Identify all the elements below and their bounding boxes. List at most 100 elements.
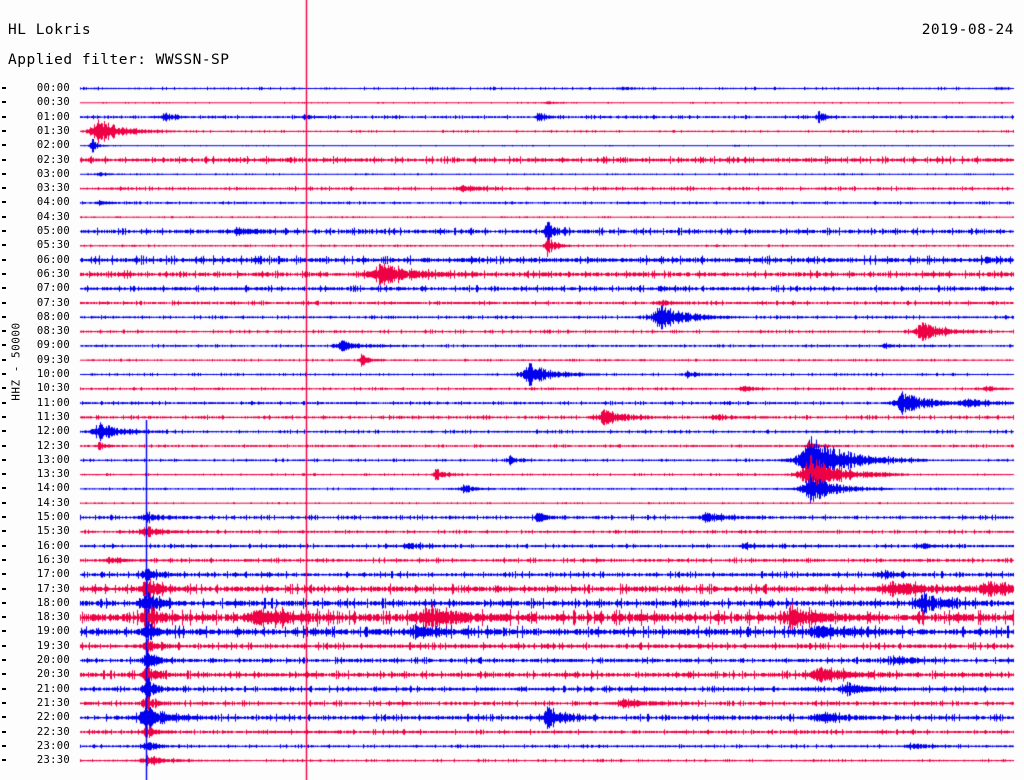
time-axis-label: 13:00	[36, 453, 70, 466]
time-axis-tick	[2, 358, 6, 361]
time-axis-tick	[2, 530, 6, 533]
time-axis-label: 10:30	[36, 382, 70, 395]
time-axis-tick	[2, 230, 6, 232]
time-axis-tick	[2, 730, 6, 733]
time-axis-label: 07:00	[36, 282, 70, 295]
time-axis-tick	[2, 415, 6, 418]
time-axis-tick	[2, 115, 6, 118]
time-axis-tick	[2, 87, 6, 89]
time-axis-tick	[2, 644, 6, 647]
time-axis-label: 03:30	[36, 182, 70, 195]
time-axis: 00:00 00:30 01:00 01:30 02:00 02:30 03:00 03:30…	[0, 0, 78, 780]
time-axis-tick	[2, 630, 6, 633]
time-axis-tick	[2, 387, 6, 390]
time-axis-tick	[2, 244, 6, 247]
time-axis-label: 23:30	[36, 754, 70, 767]
time-axis-label: 00:30	[36, 96, 70, 109]
time-axis-label: 05:00	[36, 225, 70, 237]
time-axis-tick	[2, 616, 6, 619]
time-axis-label: 02:30	[36, 153, 70, 166]
record-date: 2019-08-24	[921, 22, 1014, 38]
time-axis-tick	[2, 172, 6, 175]
time-axis-label: 11:00	[36, 396, 70, 409]
time-axis-tick	[2, 430, 6, 433]
time-axis-label: 19:00	[36, 625, 70, 638]
time-axis-tick	[2, 144, 6, 147]
time-axis-label: 05:30	[36, 239, 70, 252]
time-axis-label: 06:00	[36, 253, 70, 266]
time-axis-tick	[2, 444, 6, 447]
time-axis-tick	[2, 473, 6, 476]
time-axis-tick	[2, 201, 6, 204]
time-axis-label: 14:30	[36, 496, 70, 509]
time-axis-label: 12:30	[36, 439, 70, 452]
time-axis-label: 20:00	[36, 654, 70, 666]
time-axis-tick	[2, 601, 6, 604]
time-axis-label: 14:00	[36, 482, 70, 495]
time-axis-tick	[2, 687, 6, 690]
time-axis-label: 11:30	[36, 410, 70, 423]
time-axis-tick	[2, 187, 6, 190]
time-axis-label: 08:00	[36, 310, 70, 323]
time-axis-tick	[2, 673, 6, 676]
time-axis-label: 20:30	[36, 668, 70, 681]
time-axis-tick	[2, 558, 6, 561]
time-axis-tick	[2, 573, 6, 576]
time-axis-tick	[2, 101, 6, 104]
time-axis-tick	[2, 516, 6, 518]
time-axis-label: 22:30	[36, 725, 70, 738]
time-axis-label: 18:00	[36, 596, 70, 609]
time-axis-tick	[2, 501, 6, 504]
time-axis-tick	[2, 587, 6, 590]
time-axis-tick	[2, 716, 6, 719]
time-axis-tick	[2, 659, 6, 661]
time-axis-tick	[2, 158, 6, 161]
time-axis-tick	[2, 272, 6, 275]
time-axis-label: 17:30	[36, 582, 70, 595]
time-axis-tick	[2, 544, 6, 547]
applied-filter-label: Applied filter: WWSSN-SP	[8, 52, 230, 68]
time-axis-label: 21:30	[36, 696, 70, 709]
time-axis-label: 06:30	[36, 267, 70, 280]
time-axis-label: 04:30	[36, 210, 70, 223]
time-axis-tick	[2, 215, 6, 218]
time-axis-label: 16:30	[36, 553, 70, 566]
time-axis-tick	[2, 401, 6, 404]
time-axis-label: 00:00	[36, 82, 70, 94]
time-axis-tick	[2, 258, 6, 261]
time-axis-label: 10:00	[36, 368, 70, 380]
page-title: HL Lokris	[8, 22, 92, 38]
time-axis-label: 07:30	[36, 296, 70, 309]
time-axis-tick	[2, 458, 6, 461]
time-axis-tick	[2, 344, 6, 347]
time-axis-label: 01:30	[36, 124, 70, 137]
time-axis-label: 04:00	[36, 196, 70, 209]
time-axis-label: 15:30	[36, 525, 70, 538]
time-axis-label: 03:00	[36, 167, 70, 180]
time-axis-label: 19:30	[36, 639, 70, 652]
time-axis-tick	[2, 487, 6, 490]
time-axis-tick	[2, 301, 6, 304]
time-axis-tick	[2, 330, 6, 333]
time-axis-label: 08:30	[36, 325, 70, 338]
time-axis-tick	[2, 759, 6, 762]
time-axis-label: 12:00	[36, 425, 70, 438]
time-axis-label: 18:30	[36, 611, 70, 624]
time-axis-tick	[2, 315, 6, 318]
time-axis-label: 09:00	[36, 339, 70, 352]
time-axis-label: 13:30	[36, 468, 70, 481]
time-axis-tick	[2, 129, 6, 132]
time-axis-tick	[2, 744, 6, 747]
time-axis-label: 21:00	[36, 682, 70, 695]
time-axis-label: 16:00	[36, 539, 70, 552]
time-axis-tick	[2, 701, 6, 704]
time-axis-label: 17:00	[36, 568, 70, 581]
time-axis-label: 22:00	[36, 711, 70, 724]
time-axis-label: 15:00	[36, 511, 70, 523]
time-axis-label: 09:30	[36, 353, 70, 366]
time-axis-label: 23:00	[36, 739, 70, 752]
time-axis-tick	[2, 373, 6, 375]
time-axis-label: 02:00	[36, 139, 70, 152]
